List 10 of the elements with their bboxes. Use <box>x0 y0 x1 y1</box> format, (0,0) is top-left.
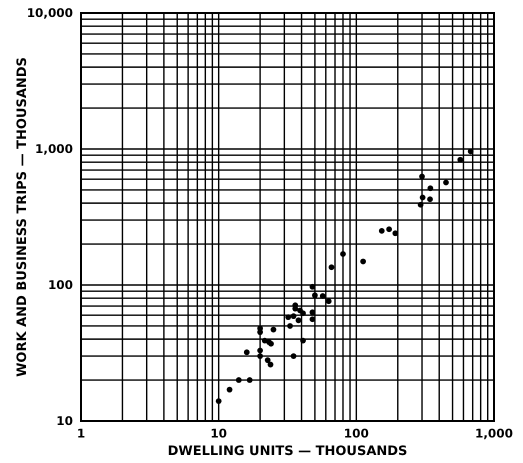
x-axis-title: DWELLING UNITS — THOUSANDS <box>168 444 408 459</box>
x-tick-label: 10 <box>210 426 228 441</box>
y-tick-label: 10 <box>56 414 73 428</box>
y-tick-label: 1,000 <box>35 142 73 156</box>
x-tick-label: 1 <box>76 426 86 441</box>
y-axis-title: WORK AND BUSINESS TRIPS — THOUSANDS <box>15 57 30 377</box>
x-tick-label: 100 <box>344 426 369 441</box>
x-tick-label: 1,000 <box>475 426 513 441</box>
y-tick-label: 10,000 <box>26 6 73 20</box>
y-tick-label: 100 <box>48 278 73 292</box>
